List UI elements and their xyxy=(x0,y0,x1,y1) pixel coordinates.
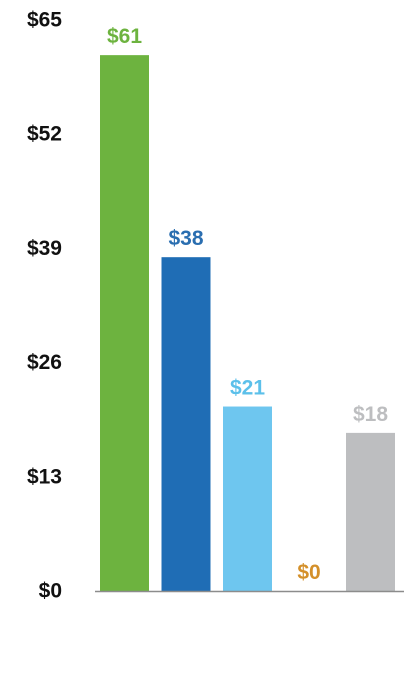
y-axis-tick-labels: $0 $13 $26 $39 $52 $65 xyxy=(27,9,62,603)
data-label: $0 xyxy=(297,561,320,584)
y-tick-label: $13 xyxy=(27,465,62,488)
y-tick-label: $39 xyxy=(27,237,62,260)
y-tick-label: $26 xyxy=(27,351,62,374)
data-label: $18 xyxy=(353,403,388,426)
data-label: $38 xyxy=(168,227,203,250)
y-tick-label: $65 xyxy=(27,9,62,32)
data-label: $61 xyxy=(107,25,142,48)
bars xyxy=(100,55,395,591)
data-label: $21 xyxy=(230,377,265,400)
bar xyxy=(223,406,272,591)
bar xyxy=(100,55,149,591)
value-labels: $61 $38 $21 $0 $18 xyxy=(107,25,388,584)
y-tick-label: $52 xyxy=(27,123,62,146)
bar xyxy=(346,432,395,591)
bar xyxy=(161,257,211,591)
y-tick-label: $0 xyxy=(39,580,62,603)
